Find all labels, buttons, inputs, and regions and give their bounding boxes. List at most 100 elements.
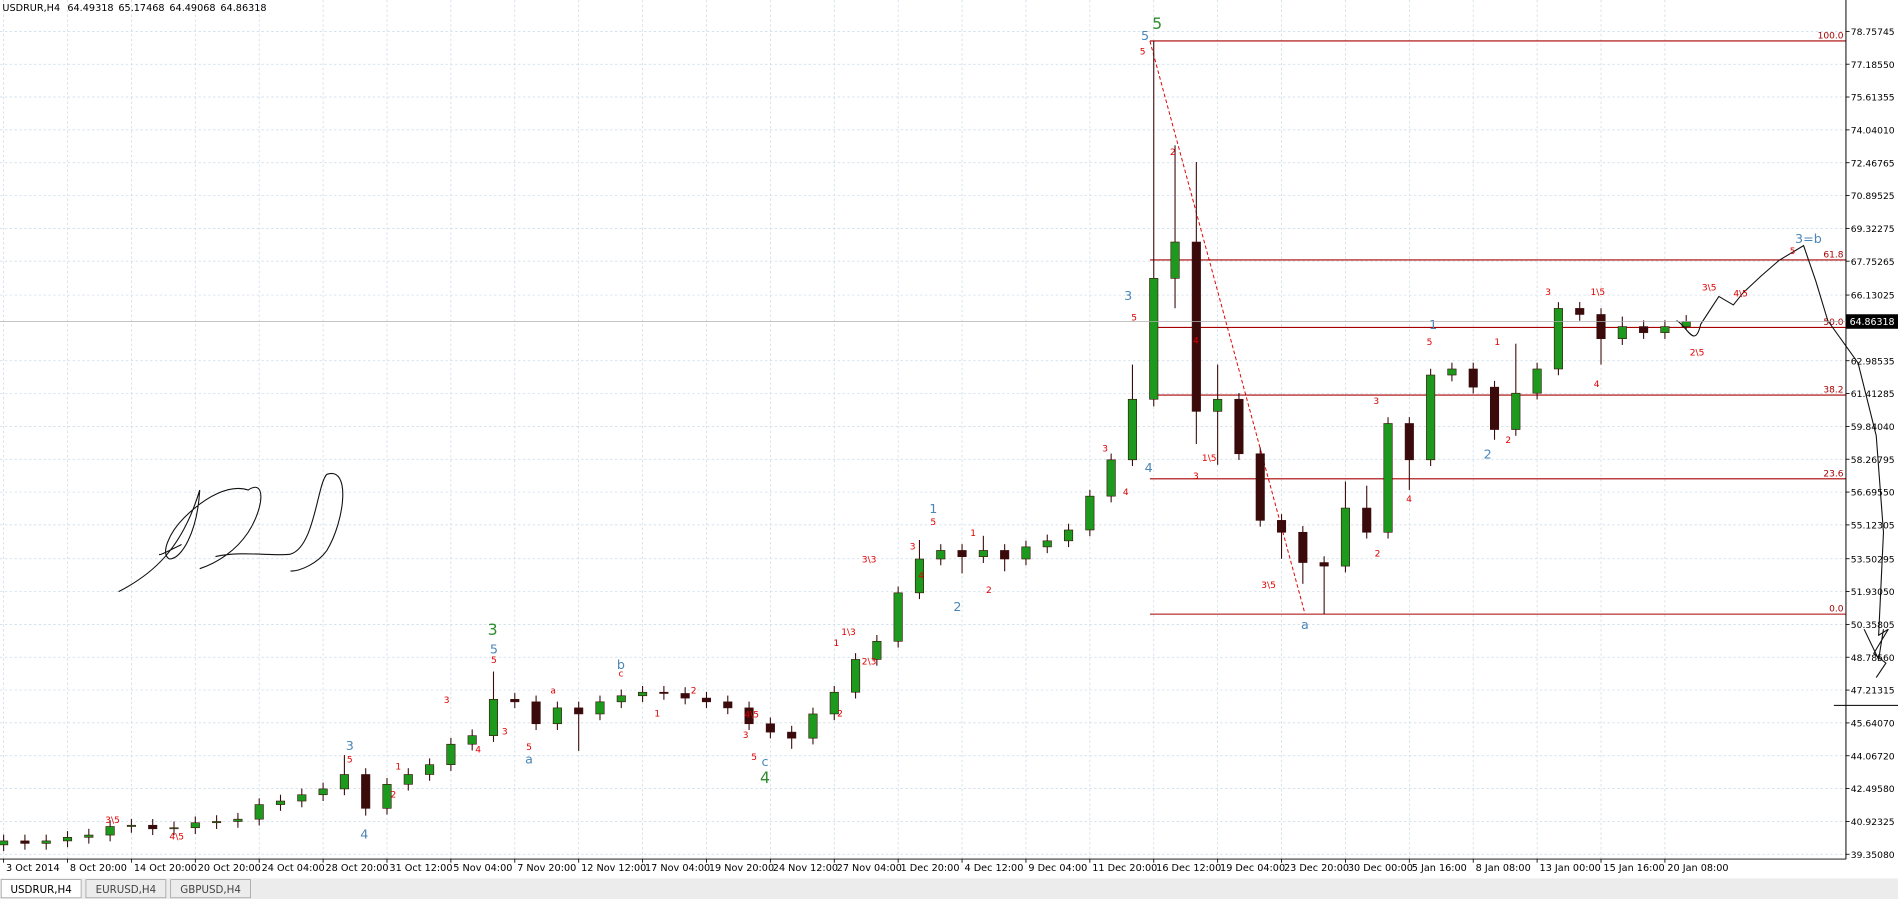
y-tick-label: 42.49580 (1851, 784, 1895, 795)
wave-label: 1 (395, 763, 401, 773)
candle-body (1234, 398, 1244, 455)
candle-body (680, 693, 690, 699)
x-tick-label: 15 Jan 16:00 (1603, 863, 1664, 874)
wave-label: 5 (491, 656, 497, 666)
tab-label[interactable]: EURUSD,H4 (96, 884, 157, 896)
wave-label: 3 (910, 542, 916, 552)
candle-body (744, 707, 754, 725)
wave-label: 1 (1494, 338, 1500, 348)
symbol: USDRUR,H4 (2, 3, 60, 14)
wave-label: 1 (834, 639, 840, 649)
candle-body (446, 743, 456, 765)
wave-label: 3 (743, 731, 749, 741)
candle-body (1000, 550, 1010, 560)
candle-body (1127, 398, 1137, 461)
y-tick-label: 55.12305 (1851, 521, 1895, 532)
candle-body (1298, 531, 1308, 563)
candle-body (765, 723, 775, 733)
wave-label: 2 (691, 686, 697, 696)
tab[interactable] (85, 879, 167, 899)
wave-label: a (525, 751, 533, 766)
wave-label: 3 (1124, 288, 1132, 303)
wave-label: c (618, 669, 623, 679)
wave-label: 2 (986, 586, 992, 596)
wave-label: 2 (953, 599, 961, 614)
candle-body (254, 804, 264, 820)
candle-body (701, 697, 712, 703)
tab-bar (0, 878, 1898, 899)
y-tick-label: 58.26795 (1851, 455, 1895, 466)
candle-body (936, 550, 946, 560)
y-tick-label: 78.75745 (1851, 27, 1895, 38)
wave-label: 3 (1193, 472, 1199, 482)
candle-body (403, 774, 413, 785)
wave-label: 3 (346, 738, 354, 753)
candle-body (1426, 374, 1436, 461)
candle-body (1553, 308, 1563, 370)
x-tick-label: 4 Dec 12:00 (964, 863, 1023, 874)
y-tick-label: 44.06720 (1851, 751, 1895, 762)
candle-body (212, 821, 222, 824)
tabs: USDRUR,H4 EURUSD,H4 GBPUSD,H4 (0, 879, 251, 899)
x-tick-label: 20 Oct 20:00 (198, 863, 261, 874)
y-tick-label: 53.50295 (1851, 554, 1895, 565)
wave-label: 5 (490, 641, 498, 656)
open: 64.49318 (67, 3, 113, 14)
x-tick-label: 8 Jan 08:00 (1476, 863, 1531, 874)
y-tick-label: 74.04010 (1851, 126, 1895, 137)
wave-label: 1 (929, 501, 937, 516)
axes: 78.75745 77.18550 75.61355 74.04010 72.46765… (3, 27, 1895, 874)
close: 64.86318 (220, 3, 266, 14)
x-tick-label: 19 Nov 20:00 (709, 863, 774, 874)
candle-body (233, 818, 243, 822)
fibonacci: 100.0 61.8 50.0 38.2 23.6 0.0 (1149, 32, 1846, 615)
tab-label[interactable]: USDRUR,H4 (11, 884, 72, 896)
wave-label: 2 (391, 790, 397, 800)
candle-body (1170, 241, 1180, 279)
candle-body (510, 699, 520, 703)
low: 64.49068 (169, 3, 215, 14)
x-tick-label: 23 Dec 20:00 (1284, 863, 1349, 874)
wave-label: 2 (1505, 436, 1511, 446)
forecast-path (1676, 244, 1889, 678)
candle-body (1383, 423, 1393, 533)
candle-body (0, 840, 9, 846)
candle-body (1596, 314, 1606, 340)
candle-body (872, 640, 882, 660)
x-tick-label: 13 Jan 00:00 (1540, 863, 1601, 874)
tab-label[interactable]: GBPUSD,H4 (180, 884, 241, 896)
wave-label: 3 (1102, 444, 1108, 454)
wave-label: 4\5 (744, 711, 759, 721)
wave-label: 4 (475, 746, 481, 756)
y-tick-label: 72.46765 (1851, 158, 1895, 169)
candle-body (595, 701, 605, 715)
fib-label: 100.0 (1818, 32, 1844, 42)
wave-label: 2\3 (862, 657, 877, 667)
fib-label: 61.8 (1823, 251, 1843, 261)
wave-label: 3 (444, 696, 450, 706)
x-tick-label: 27 Nov 04:00 (837, 863, 902, 874)
candle-body (638, 691, 648, 697)
candle-body (1042, 540, 1052, 548)
candle-body (41, 840, 51, 844)
candle-body (1064, 529, 1074, 542)
candle-body (1575, 308, 1585, 315)
x-tick-label: 3 Oct 2014 (6, 863, 60, 874)
candle-body (1213, 398, 1223, 412)
candle-body (978, 550, 988, 558)
wave-label: 5 (1790, 247, 1796, 257)
fib-label: 0.0 (1829, 605, 1844, 615)
x-tick-label: 19 Dec 04:00 (1220, 863, 1285, 874)
candle-body (808, 713, 818, 739)
tab[interactable] (0, 879, 82, 899)
candle-body (318, 788, 328, 796)
wave-label: 1\5 (1591, 288, 1606, 298)
candle-body (851, 659, 861, 693)
fib-label: 38.2 (1823, 386, 1843, 396)
x-tick-label: 31 Oct 12:00 (389, 863, 452, 874)
wave-label: 1 (1429, 317, 1437, 332)
x-tick-label: 14 Oct 20:00 (134, 863, 197, 874)
wave-label: 2 (1170, 148, 1176, 158)
x-tick-label: 1 Dec 20:00 (901, 863, 960, 874)
tab[interactable] (170, 879, 251, 899)
